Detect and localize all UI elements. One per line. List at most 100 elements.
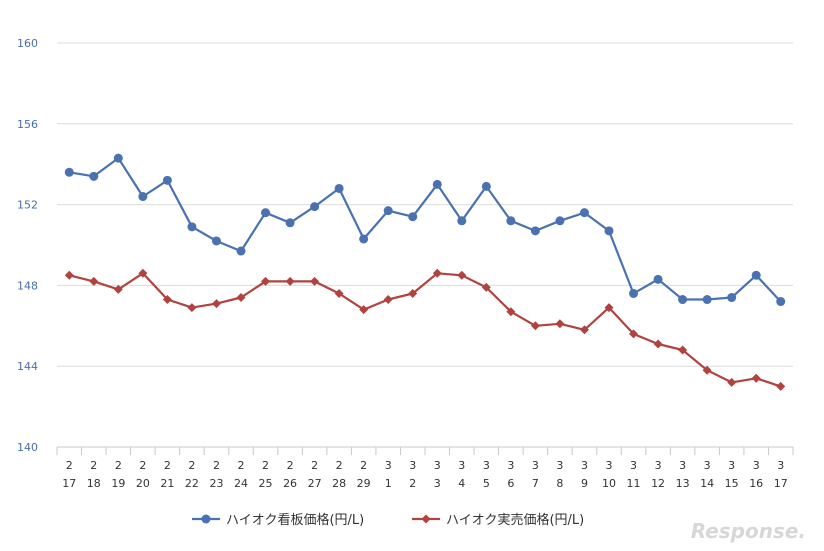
- data-point: [604, 226, 614, 236]
- data-point: [481, 282, 491, 292]
- data-point: [261, 276, 270, 286]
- data-point: [579, 208, 589, 218]
- x-tick-label-day: 1: [385, 477, 392, 490]
- data-point: [653, 339, 663, 349]
- data-point: [236, 293, 246, 302]
- data-point: [432, 268, 442, 278]
- data-point: [211, 236, 221, 246]
- data-point: [457, 270, 467, 280]
- data-point: [310, 276, 320, 286]
- data-point: [261, 208, 271, 218]
- data-point: [359, 234, 369, 244]
- x-tick-label-day: 20: [136, 477, 150, 490]
- data-point: [432, 179, 442, 189]
- x-tick-label-month: 3: [385, 459, 392, 472]
- data-point: [138, 268, 148, 278]
- x-tick-label-day: 8: [556, 477, 563, 490]
- x-tick-label-day: 26: [283, 477, 297, 490]
- x-tick-label-day: 24: [234, 477, 248, 490]
- x-tick-label-month: 2: [336, 459, 343, 472]
- data-point: [506, 216, 516, 226]
- data-point: [629, 329, 638, 339]
- x-tick-label-month: 3: [606, 459, 613, 472]
- x-tick-label-day: 17: [62, 477, 76, 490]
- data-point: [162, 175, 172, 185]
- y-tick-label: 148: [17, 279, 38, 292]
- legend-label: ハイオク実売価格(円/L): [446, 512, 584, 528]
- x-tick-label-month: 2: [262, 459, 269, 472]
- data-point: [334, 183, 344, 193]
- data-point: [89, 276, 99, 286]
- x-tick-label-month: 3: [434, 459, 441, 472]
- data-point: [580, 325, 589, 335]
- x-tick-label-day: 15: [725, 477, 739, 490]
- x-tick-label-month: 2: [66, 459, 73, 472]
- data-point: [702, 295, 712, 305]
- series-line-1: [69, 157, 782, 303]
- x-tick-label-day: 22: [185, 477, 199, 490]
- x-tick-label-month: 3: [630, 459, 637, 472]
- data-point: [653, 274, 663, 284]
- data-point: [629, 288, 639, 298]
- x-tick-label-day: 27: [308, 477, 322, 490]
- x-tick-label-day: 2: [409, 477, 416, 490]
- x-tick-label-day: 7: [532, 477, 539, 490]
- data-point: [555, 319, 565, 329]
- data-point: [555, 216, 565, 226]
- x-tick-label-month: 3: [507, 459, 514, 472]
- data-point: [604, 303, 614, 313]
- data-point: [457, 216, 467, 226]
- x-tick-label-month: 3: [458, 459, 465, 472]
- y-tick-label: 152: [17, 199, 38, 212]
- x-tick-label-day: 13: [676, 477, 690, 490]
- x-tick-label-month: 2: [287, 459, 294, 472]
- x-tick-label-month: 3: [655, 459, 662, 472]
- x-tick-label-month: 2: [164, 459, 171, 472]
- x-tick-label-month: 2: [188, 459, 195, 472]
- data-point: [776, 297, 786, 307]
- x-tick-label-day: 18: [87, 477, 101, 490]
- data-point: [678, 345, 688, 355]
- x-tick-label-day: 23: [209, 477, 223, 490]
- response-logo: Response.: [691, 519, 806, 543]
- x-tick-label-day: 9: [581, 477, 588, 490]
- data-point: [236, 246, 246, 256]
- x-tick-label-day: 16: [749, 477, 763, 490]
- x-tick-label-day: 25: [259, 477, 273, 490]
- data-point: [187, 222, 197, 232]
- x-tick-label-day: 14: [700, 477, 714, 490]
- data-point: [727, 293, 737, 303]
- data-point: [285, 276, 295, 286]
- data-point: [727, 377, 737, 387]
- x-tick-label-month: 3: [532, 459, 539, 472]
- x-tick-label-month: 3: [753, 459, 760, 472]
- x-tick-label-month: 3: [679, 459, 686, 472]
- data-point: [113, 284, 123, 294]
- x-tick-label-month: 2: [360, 459, 367, 472]
- data-point: [187, 303, 197, 313]
- data-point: [408, 212, 418, 222]
- data-point: [481, 181, 491, 191]
- x-tick-label-month: 3: [556, 459, 563, 472]
- data-point: [702, 365, 712, 375]
- data-point: [285, 218, 295, 228]
- x-tick-label-month: 2: [139, 459, 146, 472]
- x-tick-label-month: 3: [483, 459, 490, 472]
- x-tick-label-month: 2: [238, 459, 245, 472]
- series-line-2: [69, 272, 782, 388]
- data-point: [530, 321, 540, 331]
- x-tick-label-day: 28: [332, 477, 346, 490]
- x-tick-label-day: 5: [483, 477, 490, 490]
- x-tick-label-month: 3: [704, 459, 711, 472]
- data-point: [530, 226, 540, 236]
- x-tick-label-day: 19: [111, 477, 125, 490]
- x-tick-label-month: 2: [311, 459, 318, 472]
- data-point: [408, 289, 418, 298]
- x-tick-label-month: 3: [728, 459, 735, 472]
- legend-marker: [201, 514, 211, 524]
- y-tick-label: 160: [17, 37, 38, 50]
- data-point: [310, 202, 320, 212]
- x-tick-label-day: 10: [602, 477, 616, 490]
- data-point: [751, 373, 761, 383]
